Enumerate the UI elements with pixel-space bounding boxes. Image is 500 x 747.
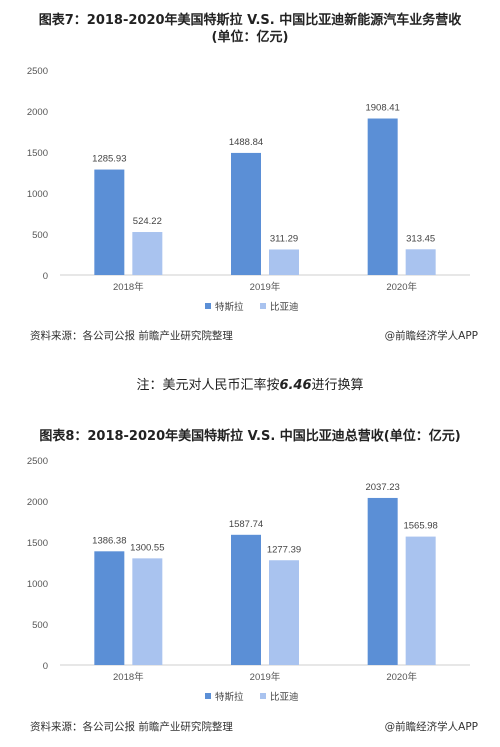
y-tick-label: 1500 [27,148,48,159]
data-label: 1285.93 [92,154,126,165]
note-suffix: 进行换算 [311,378,364,393]
y-tick-label: 500 [32,620,48,631]
data-label: 1488.84 [229,137,263,148]
legend-swatch [260,303,266,309]
bar-tesla [231,534,261,665]
data-label: 311.29 [270,233,298,244]
legend-label: 特斯拉 [215,301,244,313]
x-tick-label: 2019年 [250,281,281,293]
y-tick-label: 1000 [27,189,48,200]
x-tick-label: 2018年 [113,671,144,683]
legend-swatch [205,693,211,699]
data-label: 2037.23 [365,482,399,493]
y-tick-label: 1000 [27,579,48,590]
note-rate: 6.46 [279,378,312,393]
legend-label: 比亚迪 [270,301,299,313]
chart1-app-credit: @前瞻经济学人APP [384,330,478,342]
y-tick-label: 2000 [27,497,48,508]
x-tick-label: 2020年 [386,281,417,293]
bar-byd [269,249,299,275]
x-tick-label: 2020年 [386,671,417,683]
bar-byd [405,249,436,275]
chart1-title-line2: (单位：亿元) [211,30,289,45]
chart1-plot: 0 500 1000 1500 2000 2500 1285.93 524.22 2018年 14… [27,66,470,313]
chart1-title: 图表7：2018-2020年美国特斯拉 V.S. 中国比亚迪新能源汽车业务营收 … [0,12,500,46]
y-tick-label: 2000 [27,107,48,118]
x-tick-label: 2019年 [250,671,281,683]
data-label: 1587.74 [229,519,263,530]
data-label: 1300.55 [130,542,164,553]
y-tick-label: 500 [32,230,48,241]
data-label: 1386.38 [92,535,126,546]
legend-swatch [260,693,266,699]
chart1-source: 资料来源：各公司公报 前瞻产业研究院整理 [30,330,233,342]
bar-byd [132,232,163,275]
legend-swatch [205,303,211,309]
bar-byd [132,558,163,665]
bar-byd [405,536,436,665]
y-tick-label: 2500 [27,456,48,467]
x-tick-label: 2018年 [113,281,144,293]
chart2-source: 资料来源：各公司公报 前瞻产业研究院整理 [30,721,233,733]
bar-tesla [367,118,398,275]
bar-byd [269,560,299,665]
bar-tesla [94,551,125,665]
chart2-title: 图表8：2018-2020年美国特斯拉 V.S. 中国比亚迪总营收(单位：亿元) [39,429,461,444]
exchange-rate-note: 注：美元对人民币汇率按6.46进行换算 [0,374,500,393]
y-tick-label: 0 [43,271,48,282]
bar-tesla [367,497,398,665]
note-prefix: 注：美元对人民币汇率按 [136,378,280,393]
data-label: 524.22 [133,216,162,227]
y-tick-label: 1500 [27,538,48,549]
bar-tesla [94,169,125,275]
chart2-plot: 0 500 1000 1500 2000 2500 1386.38 1300.55 2018年 1… [27,456,470,703]
y-tick-label: 2500 [27,66,48,77]
chart2-app-credit: @前瞻经济学人APP [384,721,478,733]
y-tick-label: 0 [43,661,48,672]
data-label: 1565.98 [403,521,437,532]
legend-label: 比亚迪 [270,691,299,703]
chart1-title-line1: 图表7：2018-2020年美国特斯拉 V.S. 中国比亚迪新能源汽车业务营收 [38,13,462,28]
data-label: 1908.41 [365,103,399,114]
legend-label: 特斯拉 [215,691,244,703]
bar-tesla [231,152,261,275]
data-label: 313.45 [406,233,435,244]
data-label: 1277.39 [267,544,301,555]
